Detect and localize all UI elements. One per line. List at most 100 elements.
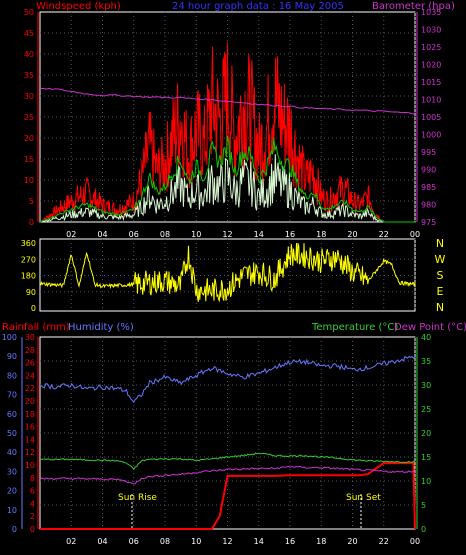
x-tick-label: 06 — [129, 537, 139, 546]
temperature-title: Temperature (°C) — [311, 322, 398, 333]
humidity-tick-label: 60 — [7, 410, 17, 419]
x-tick-label: 02 — [66, 537, 76, 546]
wind-tick-label: 10 — [24, 176, 34, 185]
barometer-tick-label: 1035 — [421, 8, 441, 17]
bottom-x-ticks: 02 04 06 08 10 12 14 16 18 20 22 00 — [66, 537, 420, 546]
x-tick-label: 20 — [347, 537, 357, 546]
humidity-tick-label: 10 — [7, 506, 17, 515]
wind-tick-label: 35 — [24, 71, 34, 80]
x-tick-label: 06 — [129, 230, 139, 239]
x-tick-label: 08 — [160, 230, 170, 239]
humidity-tick-label: 50 — [7, 429, 17, 438]
rain-tick-label: 30 — [25, 333, 35, 342]
barometer-tick-label: 985 — [421, 183, 436, 192]
barometer-tick-label: 1010 — [421, 96, 441, 105]
x-tick-label: 04 — [97, 537, 107, 546]
humidity-tick-label: 20 — [7, 487, 17, 496]
temperature-tick-label: 5 — [421, 501, 426, 510]
x-tick-label: 04 — [97, 230, 107, 239]
temperature-tick-label: 25 — [421, 405, 431, 414]
wind-tick-label: 5 — [29, 197, 34, 206]
direction-line — [39, 242, 416, 303]
x-tick-label: 22 — [379, 537, 389, 546]
barometer-tick-label: 975 — [421, 218, 436, 227]
x-tick-label: 14 — [254, 230, 264, 239]
rain-tick-label: 22 — [25, 384, 35, 393]
wind-tick-label: 25 — [24, 113, 34, 122]
direction-tick-label: 360 — [21, 239, 36, 248]
wind-tick-label: 40 — [24, 50, 34, 59]
barometer-tick-label: 995 — [421, 148, 436, 157]
direction-tick-label: 90 — [26, 288, 36, 297]
windspeed-title: Windspeed (kph) — [36, 1, 121, 12]
rain-tick-label: 12 — [25, 448, 35, 457]
x-tick-label: 22 — [379, 230, 389, 239]
wind-series — [39, 42, 416, 223]
x-tick-label: 16 — [285, 230, 295, 239]
rain-tick-label: 14 — [25, 435, 35, 444]
wind-tick-label: 15 — [24, 155, 34, 164]
temperature-tick-label: 10 — [421, 477, 431, 486]
rainfall-line — [40, 462, 416, 530]
compass-label: N — [436, 301, 444, 314]
temperature-tick-label: 35 — [421, 357, 431, 366]
humidity-tick-label: 70 — [7, 391, 17, 400]
rain-tick-label: 16 — [25, 423, 35, 432]
direction-series — [39, 242, 416, 303]
x-tick-label: 08 — [160, 537, 170, 546]
barometer-tick-label: 1015 — [421, 78, 441, 87]
direction-grid — [40, 239, 416, 311]
x-tick-label: 00 — [410, 230, 420, 239]
rainfall-title: Rainfall (mm) — [2, 322, 70, 333]
sunrise-label: Sun Rise — [118, 493, 157, 503]
dewpoint-title: Dew Point (°C) — [394, 322, 466, 333]
rain-tick-label: 18 — [25, 410, 35, 419]
compass-label: N — [436, 237, 444, 250]
bottom-grid — [40, 337, 416, 529]
barometer-tick-label: 1000 — [421, 131, 441, 140]
x-tick-label: 16 — [285, 537, 295, 546]
barometer-title: Barometer (hpa) — [372, 1, 455, 12]
barometer-ticks: 1035 1030 1025 1020 1015 1010 1005 1000 995 990 98… — [421, 8, 441, 227]
rain-tick-label: 6 — [30, 487, 35, 496]
rain-tick-label: 4 — [30, 499, 35, 508]
barometer-tick-label: 1020 — [421, 61, 441, 70]
rain-tick-label: 26 — [25, 359, 35, 368]
direction-tick-label: 270 — [21, 255, 36, 264]
humidity-tick-label: 30 — [7, 467, 17, 476]
temperature-tick-label: 15 — [421, 453, 431, 462]
x-tick-label: 18 — [316, 230, 326, 239]
temperature-ticks: 40 35 30 25 20 15 10 5 0 — [421, 333, 431, 534]
barometer-tick-label: 990 — [421, 166, 436, 175]
barometer-tick-label: 980 — [421, 201, 436, 210]
barometer-tick-label: 1030 — [421, 26, 441, 35]
rain-tick-label: 0 — [30, 525, 35, 534]
x-tick-label: 12 — [222, 537, 232, 546]
wind-tick-label: 20 — [24, 134, 34, 143]
rain-tick-label: 10 — [25, 461, 35, 470]
wind-x-ticks: 02 04 06 08 10 12 14 16 18 20 22 00 — [66, 230, 420, 239]
humidity-tick-label: 0 — [12, 525, 17, 534]
bottom-series — [39, 355, 416, 530]
compass-label: E — [437, 285, 444, 298]
humidity-tick-label: 80 — [7, 371, 17, 380]
x-tick-label: 00 — [410, 537, 420, 546]
wind-tick-label: 30 — [24, 92, 34, 101]
wind-low-line — [39, 154, 415, 223]
rain-tick-label: 8 — [30, 474, 35, 483]
temperature-tick-label: 20 — [421, 429, 431, 438]
wind-tick-label: 0 — [29, 218, 34, 227]
humidity-tick-label: 100 — [2, 333, 17, 342]
wind-average-line — [39, 135, 415, 223]
wind-tick-label: 50 — [24, 8, 34, 17]
graph-title: 24 hour graph data : 16 May 2005 — [172, 1, 344, 12]
direction-tick-label: 0 — [31, 304, 36, 313]
x-tick-label: 10 — [191, 230, 201, 239]
direction-ticks: 360 270 180 90 0 — [21, 239, 36, 313]
compass-label: W — [435, 253, 446, 266]
rain-tick-label: 24 — [25, 371, 35, 380]
